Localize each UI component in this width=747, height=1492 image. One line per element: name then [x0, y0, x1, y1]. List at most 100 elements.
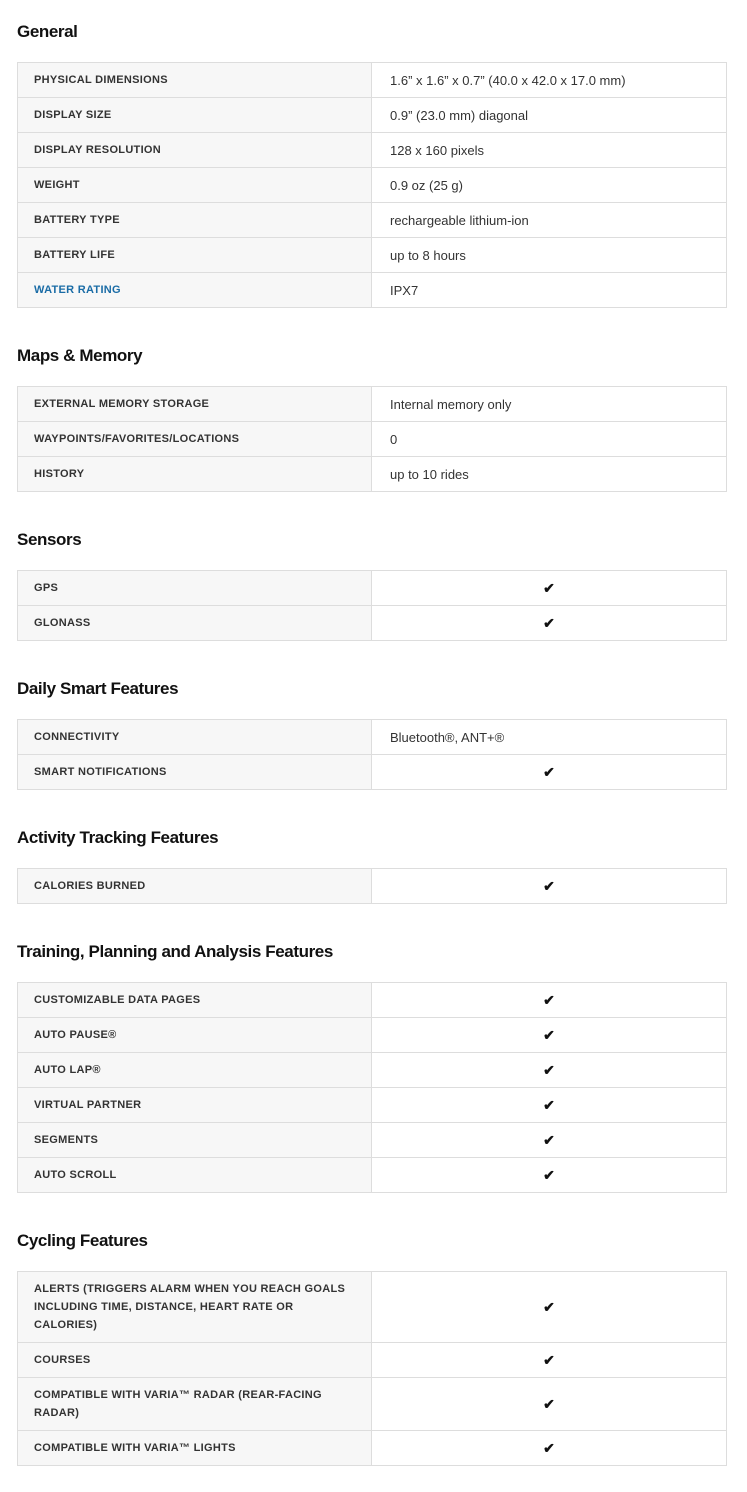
- spec-label-cell: DISPLAY SIZE: [18, 98, 372, 132]
- spec-section: Training, Planning and Analysis Features…: [17, 942, 727, 1193]
- spec-label-cell: AUTO PAUSE®: [18, 1018, 372, 1052]
- spec-section: Maps & Memory EXTERNAL MEMORY STORAGE In…: [17, 346, 727, 492]
- spec-label: COURSES: [34, 1354, 91, 1366]
- spec-value-cell: 0.9 oz (25 g): [372, 168, 726, 202]
- spec-label: GLONASS: [34, 617, 91, 629]
- spec-value-cell: ✔: [372, 755, 726, 789]
- spec-label: EXTERNAL MEMORY STORAGE: [34, 398, 210, 410]
- spec-label-cell: VIRTUAL PARTNER: [18, 1088, 372, 1122]
- check-icon: ✔: [543, 1166, 555, 1183]
- spec-table: ALERTS (TRIGGERS ALARM WHEN YOU REACH GO…: [17, 1271, 727, 1466]
- spec-label-cell: HISTORY: [18, 457, 372, 491]
- table-row: WATER RATING IPX7: [18, 273, 726, 307]
- spec-label: VIRTUAL PARTNER: [34, 1099, 142, 1111]
- spec-label-cell: PHYSICAL DIMENSIONS: [18, 63, 372, 97]
- spec-value-cell: ✔: [372, 1431, 726, 1465]
- table-row: CONNECTIVITY Bluetooth®, ANT+®: [18, 720, 726, 755]
- spec-value: rechargeable lithium-ion: [390, 212, 529, 228]
- spec-label-cell: AUTO SCROLL: [18, 1158, 372, 1192]
- check-icon: ✔: [543, 1395, 555, 1412]
- check-icon: ✔: [543, 1298, 555, 1315]
- spec-label-cell: EXTERNAL MEMORY STORAGE: [18, 387, 372, 421]
- spec-section: General PHYSICAL DIMENSIONS 1.6” x 1.6” …: [17, 22, 727, 308]
- spec-value-cell: rechargeable lithium-ion: [372, 203, 726, 237]
- spec-label: HISTORY: [34, 468, 85, 480]
- spec-value-cell: ✔: [372, 869, 726, 903]
- section-title: Maps & Memory: [17, 346, 143, 365]
- spec-label-cell: DISPLAY RESOLUTION: [18, 133, 372, 167]
- check-icon: ✔: [543, 1439, 555, 1456]
- check-icon: ✔: [543, 991, 555, 1008]
- spec-label-cell: BATTERY LIFE: [18, 238, 372, 272]
- section-title: Daily Smart Features: [17, 679, 179, 698]
- spec-value-cell: ✔: [372, 1343, 726, 1377]
- spec-label: ALERTS (TRIGGERS ALARM WHEN YOU REACH GO…: [34, 1283, 346, 1331]
- spec-label-cell: COURSES: [18, 1343, 372, 1377]
- check-icon: ✔: [543, 1096, 555, 1113]
- check-icon: ✔: [543, 763, 555, 780]
- section-title: Activity Tracking Features: [17, 828, 219, 847]
- spec-label-cell: COMPATIBLE WITH VARIA™ RADAR (REAR-FACIN…: [18, 1378, 372, 1430]
- check-icon: ✔: [543, 579, 555, 596]
- spec-value: 0.9 oz (25 g): [390, 177, 463, 193]
- section-title: Cycling Features: [17, 1231, 148, 1250]
- spec-label-cell: WAYPOINTS/FAVORITES/LOCATIONS: [18, 422, 372, 456]
- spec-value: 128 x 160 pixels: [390, 142, 484, 158]
- section-title: Training, Planning and Analysis Features: [17, 942, 333, 961]
- table-row: SEGMENTS ✔: [18, 1123, 726, 1158]
- spec-label: BATTERY LIFE: [34, 249, 116, 261]
- spec-label-cell: CUSTOMIZABLE DATA PAGES: [18, 983, 372, 1017]
- table-row: EXTERNAL MEMORY STORAGE Internal memory …: [18, 387, 726, 422]
- spec-label-cell: COMPATIBLE WITH VARIA™ LIGHTS: [18, 1431, 372, 1465]
- spec-value-cell: ✔: [372, 1272, 726, 1342]
- spec-value: Bluetooth®, ANT+®: [390, 729, 505, 745]
- spec-value-cell: up to 10 rides: [372, 457, 726, 491]
- spec-value-cell: ✔: [372, 1088, 726, 1122]
- spec-label: DISPLAY SIZE: [34, 109, 112, 121]
- spec-label-cell: ALERTS (TRIGGERS ALARM WHEN YOU REACH GO…: [18, 1272, 372, 1342]
- spec-section: Sensors GPS ✔ GLONASS ✔: [17, 530, 727, 641]
- spec-section: Cycling Features ALERTS (TRIGGERS ALARM …: [17, 1231, 727, 1466]
- spec-section: Daily Smart Features CONNECTIVITY Blueto…: [17, 679, 727, 790]
- spec-value: 0: [390, 431, 398, 447]
- spec-label-cell: GLONASS: [18, 606, 372, 640]
- spec-label: WAYPOINTS/FAVORITES/LOCATIONS: [34, 433, 240, 445]
- spec-value-cell: up to 8 hours: [372, 238, 726, 272]
- spec-label: GPS: [34, 582, 59, 594]
- table-row: DISPLAY SIZE 0.9” (23.0 mm) diagonal: [18, 98, 726, 133]
- spec-label: CALORIES BURNED: [34, 880, 146, 892]
- spec-label-cell: SMART NOTIFICATIONS: [18, 755, 372, 789]
- spec-value-cell: Bluetooth®, ANT+®: [372, 720, 726, 754]
- table-row: PHYSICAL DIMENSIONS 1.6” x 1.6” x 0.7” (…: [18, 63, 726, 98]
- table-row: GLONASS ✔: [18, 606, 726, 640]
- spec-value-cell: IPX7: [372, 273, 726, 307]
- spec-label: BATTERY TYPE: [34, 214, 120, 226]
- spec-value-cell: ✔: [372, 1018, 726, 1052]
- spec-value-cell: 128 x 160 pixels: [372, 133, 726, 167]
- spec-value-cell: ✔: [372, 571, 726, 605]
- spec-label: AUTO LAP®: [34, 1064, 101, 1076]
- spec-value-cell: 1.6” x 1.6” x 0.7” (40.0 x 42.0 x 17.0 m…: [372, 63, 726, 97]
- spec-label-link[interactable]: WATER RATING: [34, 284, 121, 296]
- spec-value-cell: 0: [372, 422, 726, 456]
- spec-value-cell: Internal memory only: [372, 387, 726, 421]
- spec-table: CUSTOMIZABLE DATA PAGES ✔ AUTO PAUSE® ✔ …: [17, 982, 727, 1193]
- spec-label: AUTO SCROLL: [34, 1169, 117, 1181]
- table-row: BATTERY LIFE up to 8 hours: [18, 238, 726, 273]
- spec-label: CUSTOMIZABLE DATA PAGES: [34, 994, 201, 1006]
- spec-table: EXTERNAL MEMORY STORAGE Internal memory …: [17, 386, 727, 492]
- spec-value-cell: ✔: [372, 983, 726, 1017]
- spec-value-cell: ✔: [372, 1053, 726, 1087]
- check-icon: ✔: [543, 614, 555, 631]
- table-row: COURSES ✔: [18, 1343, 726, 1378]
- spec-sections: General PHYSICAL DIMENSIONS 1.6” x 1.6” …: [17, 22, 727, 1466]
- spec-label-cell: AUTO LAP®: [18, 1053, 372, 1087]
- table-row: ALERTS (TRIGGERS ALARM WHEN YOU REACH GO…: [18, 1272, 726, 1343]
- spec-value: up to 8 hours: [390, 247, 466, 263]
- spec-value-cell: ✔: [372, 1158, 726, 1192]
- table-row: COMPATIBLE WITH VARIA™ LIGHTS ✔: [18, 1431, 726, 1465]
- table-row: DISPLAY RESOLUTION 128 x 160 pixels: [18, 133, 726, 168]
- table-row: SMART NOTIFICATIONS ✔: [18, 755, 726, 789]
- spec-section: Activity Tracking Features CALORIES BURN…: [17, 828, 727, 904]
- spec-table: CONNECTIVITY Bluetooth®, ANT+® SMART NOT…: [17, 719, 727, 790]
